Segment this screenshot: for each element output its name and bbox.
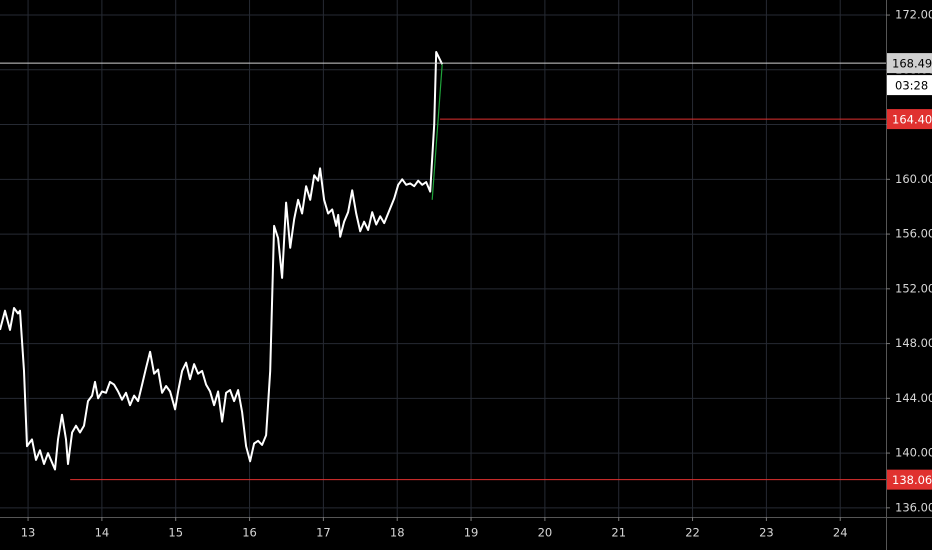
- price-label-box: [887, 469, 932, 490]
- x-tick-label: 19: [464, 526, 479, 540]
- y-tick-label: 172.00: [895, 8, 932, 22]
- price-label: 164.40: [892, 113, 932, 127]
- price-label-box: [887, 109, 932, 130]
- x-tick-label: 24: [833, 526, 848, 540]
- x-tick-label: 21: [611, 526, 626, 540]
- countdown-box: [887, 75, 932, 96]
- x-tick-label: 13: [21, 526, 36, 540]
- x-tick-label: 18: [390, 526, 405, 540]
- x-tick-label: 17: [316, 526, 331, 540]
- x-tick-label: 15: [168, 526, 183, 540]
- x-tick-label: 23: [759, 526, 774, 540]
- y-tick-label: 148.00: [895, 336, 932, 350]
- y-tick-label: 152.00: [895, 281, 932, 295]
- y-tick-label: 136.00: [895, 500, 932, 514]
- price-line: [0, 51, 444, 471]
- x-tick-label: 20: [538, 526, 553, 540]
- countdown-label: 03:28: [895, 79, 928, 93]
- y-tick-label: 160.00: [895, 172, 932, 186]
- x-tick-label: 16: [242, 526, 257, 540]
- y-tick-label: 140.00: [895, 446, 932, 460]
- price-line: [431, 64, 443, 200]
- price-label-box: [887, 53, 932, 74]
- price-label: 138.06: [892, 473, 932, 487]
- price-label: 168.49: [892, 57, 932, 71]
- x-tick-label: 22: [685, 526, 700, 540]
- y-tick-label: 156.00: [895, 227, 932, 241]
- x-tick-label: 14: [95, 526, 110, 540]
- y-tick-label: 144.00: [895, 391, 932, 405]
